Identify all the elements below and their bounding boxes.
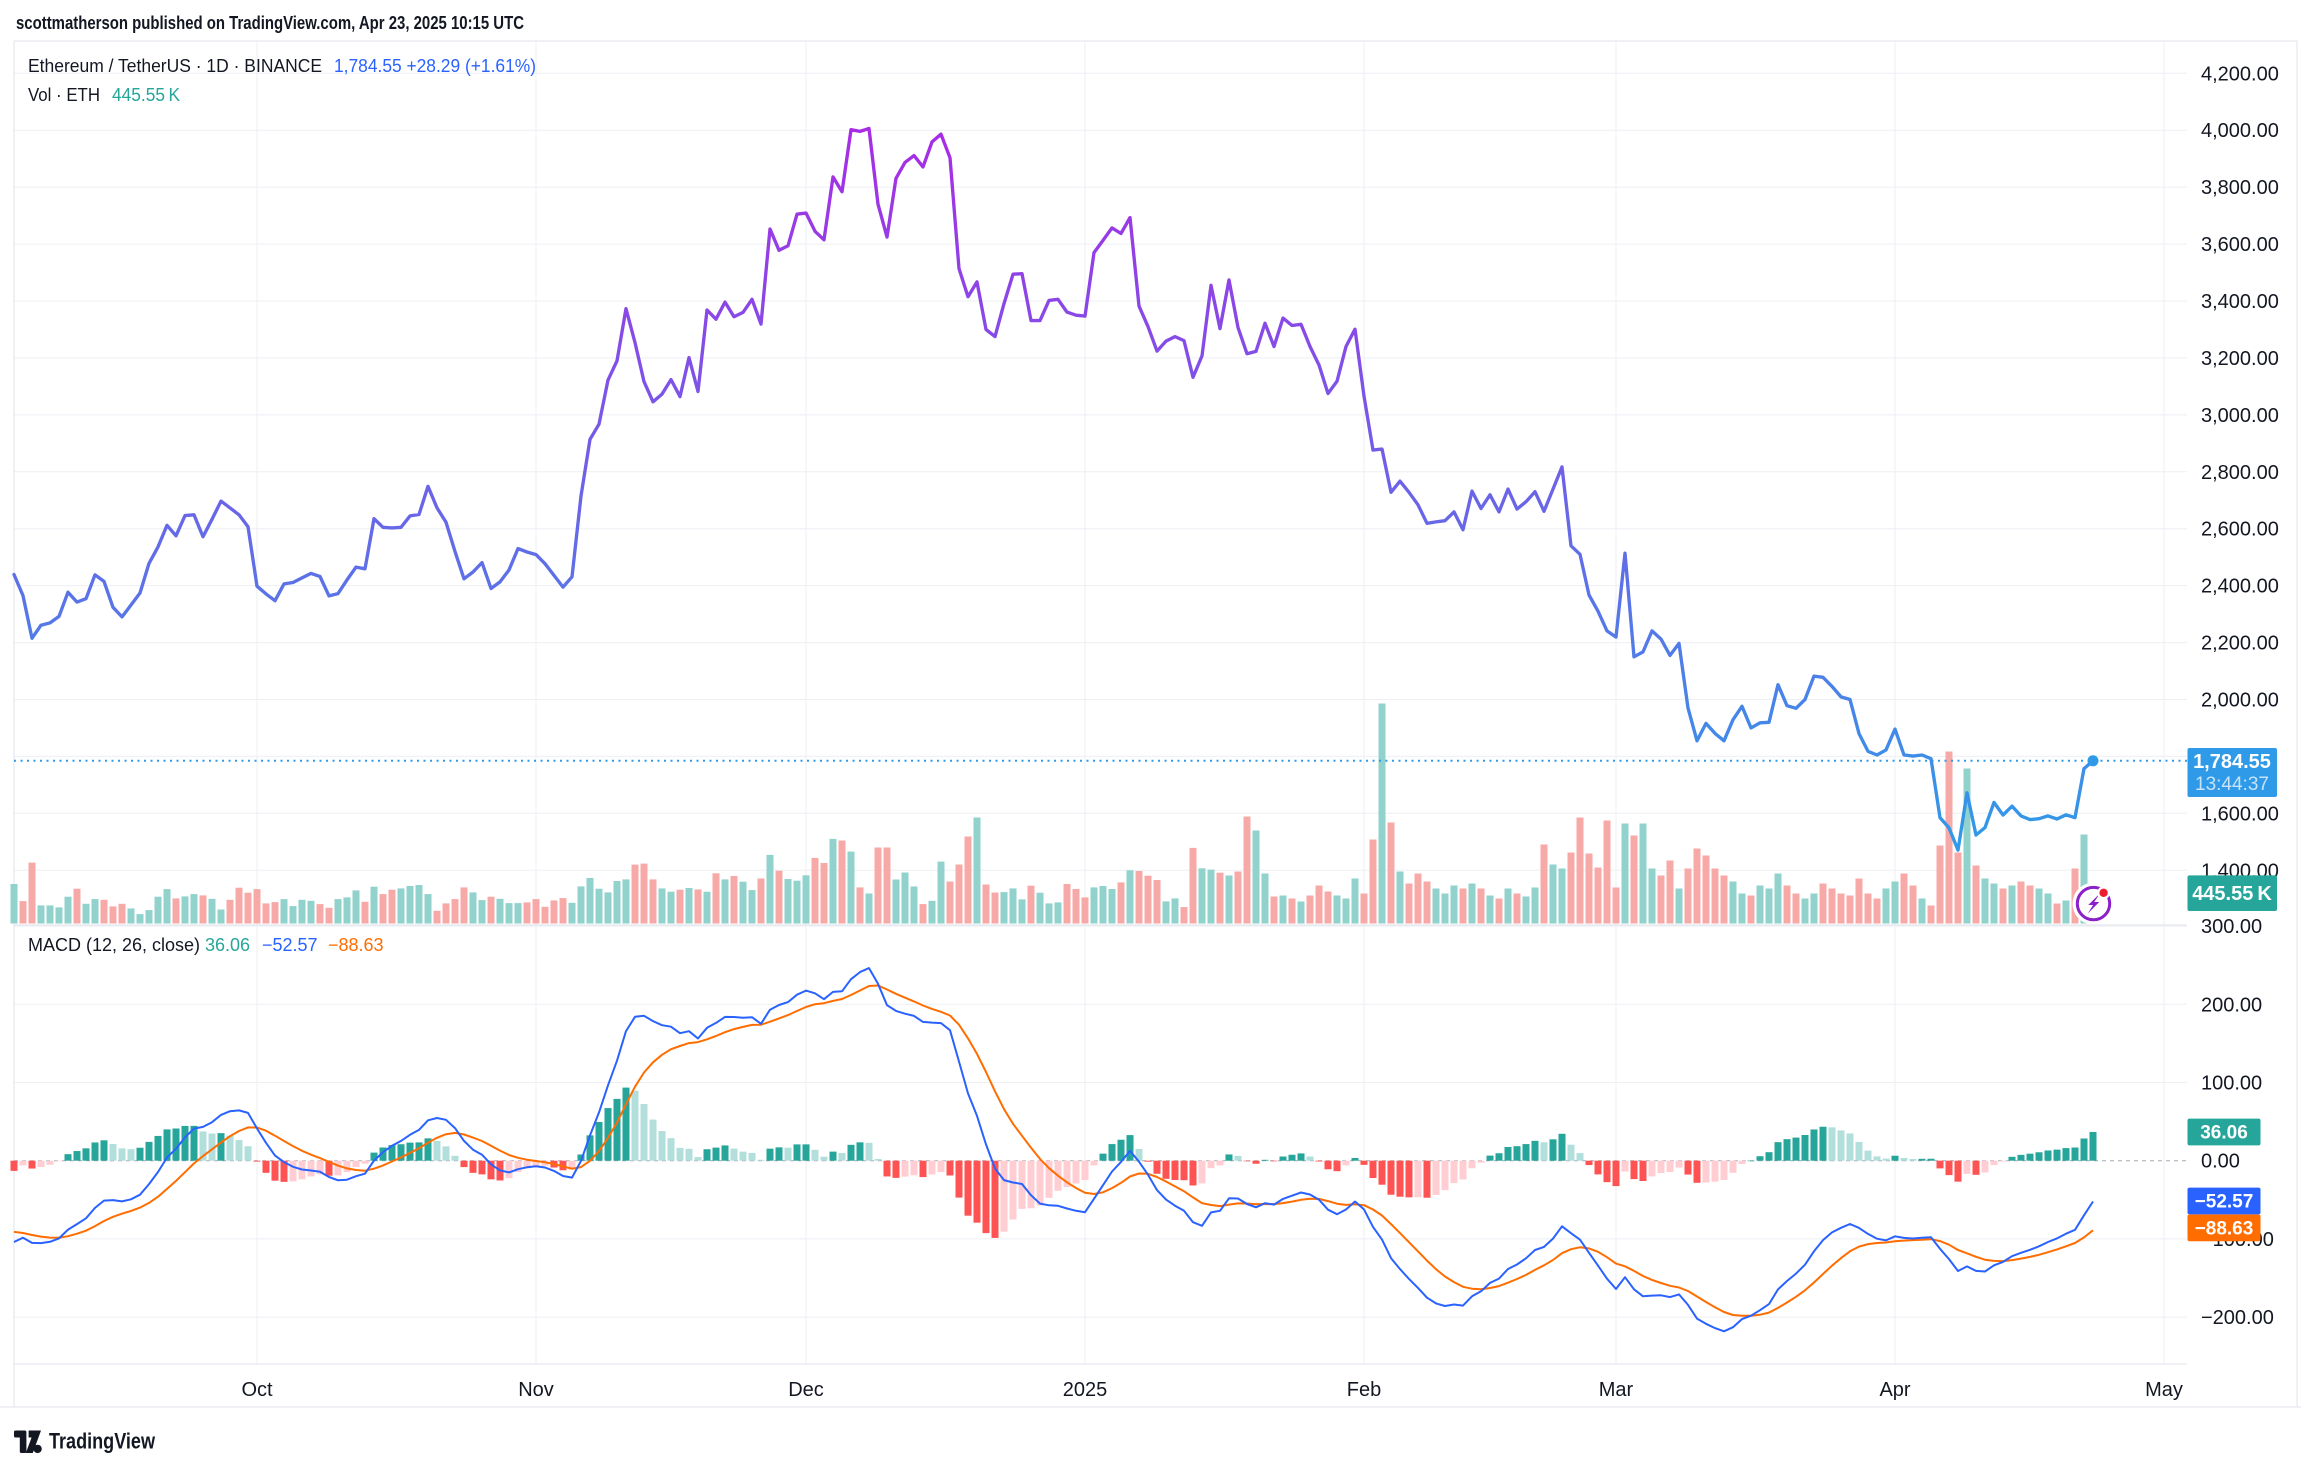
svg-text:−88.63: −88.63 bbox=[2195, 1218, 2254, 1239]
svg-text:2025: 2025 bbox=[1063, 1379, 1108, 1401]
svg-text:3,800.00: 3,800.00 bbox=[2201, 177, 2279, 199]
svg-text:2,800.00: 2,800.00 bbox=[2201, 462, 2279, 484]
svg-text:0.00: 0.00 bbox=[2201, 1151, 2240, 1173]
svg-text:13:44:37: 13:44:37 bbox=[2195, 774, 2269, 795]
svg-text:1,784.55: 1,784.55 bbox=[2193, 751, 2271, 773]
svg-text:3,400.00: 3,400.00 bbox=[2201, 291, 2279, 313]
svg-text:MACD (12, 26, close): MACD (12, 26, close) bbox=[28, 935, 200, 955]
svg-text:4,000.00: 4,000.00 bbox=[2201, 120, 2279, 142]
svg-text:2,000.00: 2,000.00 bbox=[2201, 690, 2279, 712]
svg-text:2,200.00: 2,200.00 bbox=[2201, 633, 2279, 655]
svg-text:4,200.00: 4,200.00 bbox=[2201, 63, 2279, 85]
svg-text:Nov: Nov bbox=[518, 1379, 554, 1401]
svg-text:445.55 K: 445.55 K bbox=[112, 85, 180, 105]
svg-text:Dec: Dec bbox=[788, 1379, 824, 1401]
svg-text:May: May bbox=[2145, 1379, 2183, 1401]
svg-text:Oct: Oct bbox=[241, 1379, 273, 1401]
svg-text:100.00: 100.00 bbox=[2201, 1073, 2262, 1095]
svg-text:3,600.00: 3,600.00 bbox=[2201, 234, 2279, 256]
svg-text:−200.00: −200.00 bbox=[2201, 1307, 2274, 1329]
svg-text:−52.57: −52.57 bbox=[262, 935, 318, 955]
svg-text:Feb: Feb bbox=[1347, 1379, 1381, 1401]
svg-text:300.00: 300.00 bbox=[2201, 916, 2262, 938]
svg-text:3,000.00: 3,000.00 bbox=[2201, 405, 2279, 427]
svg-text:Ethereum / TetherUS · 1D · BIN: Ethereum / TetherUS · 1D · BINANCE bbox=[28, 56, 322, 76]
svg-text:36.06: 36.06 bbox=[2200, 1123, 2248, 1144]
svg-text:36.06: 36.06 bbox=[205, 935, 250, 955]
svg-text:3,200.00: 3,200.00 bbox=[2201, 348, 2279, 370]
svg-text:Mar: Mar bbox=[1599, 1379, 1634, 1401]
svg-text:2,400.00: 2,400.00 bbox=[2201, 576, 2279, 598]
svg-text:Vol · ETH: Vol · ETH bbox=[28, 85, 100, 105]
svg-text:Apr: Apr bbox=[1879, 1379, 1910, 1401]
svg-text:−52.57: −52.57 bbox=[2195, 1192, 2254, 1213]
svg-text:445.55 K: 445.55 K bbox=[2192, 883, 2272, 905]
svg-text:TradingView: TradingView bbox=[49, 1429, 156, 1454]
svg-text:1,600.00: 1,600.00 bbox=[2201, 803, 2279, 825]
svg-text:scottmatherson published on Tr: scottmatherson published on TradingView.… bbox=[16, 13, 524, 33]
svg-text:−88.63: −88.63 bbox=[328, 935, 384, 955]
svg-text:200.00: 200.00 bbox=[2201, 994, 2262, 1016]
svg-text:1,784.55 +28.29 (+1.61%): 1,784.55 +28.29 (+1.61%) bbox=[334, 56, 536, 76]
svg-text:2,600.00: 2,600.00 bbox=[2201, 519, 2279, 541]
